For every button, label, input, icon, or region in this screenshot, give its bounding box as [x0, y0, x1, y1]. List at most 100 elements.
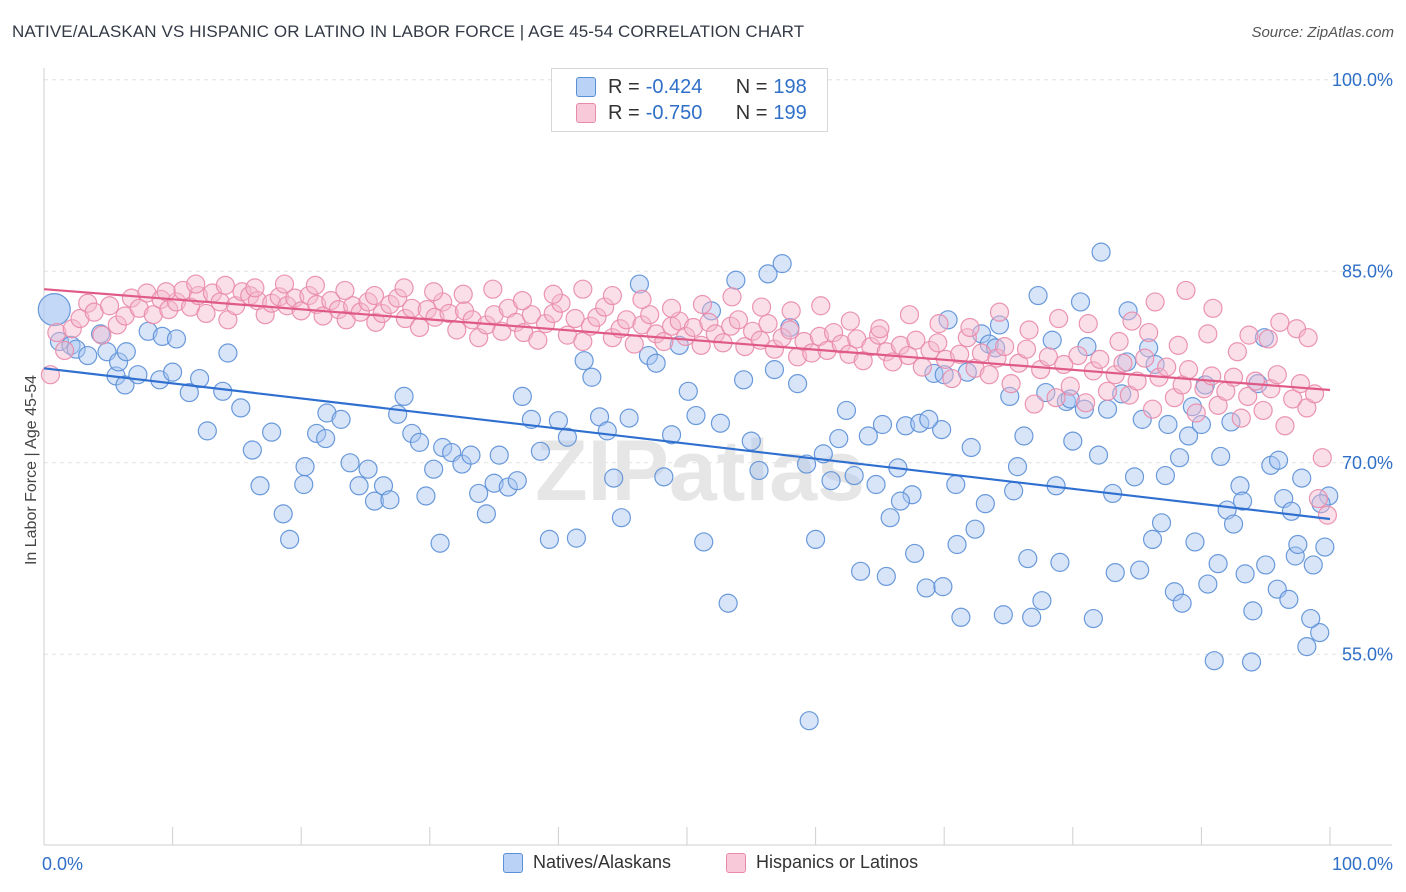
point-natives — [409, 432, 430, 452]
point-natives — [358, 459, 378, 479]
point-hispanics — [1135, 348, 1155, 368]
point-hispanics — [794, 331, 814, 352]
point-natives — [961, 437, 981, 458]
point-hispanics — [462, 310, 482, 330]
point-hispanics — [1109, 331, 1129, 352]
point-natives — [1083, 608, 1103, 629]
point-natives — [280, 529, 300, 550]
y-tick-label: 70.0% — [1342, 453, 1393, 473]
point-natives — [619, 408, 639, 428]
point-hispanics — [979, 365, 999, 385]
point-natives — [1169, 448, 1190, 468]
point-natives — [1235, 564, 1255, 584]
point-natives — [1105, 562, 1125, 583]
point-hispanics — [245, 278, 265, 298]
point-natives — [1191, 414, 1212, 435]
point-natives — [604, 468, 624, 488]
point-natives — [836, 400, 857, 421]
point-hispanics — [942, 368, 962, 389]
point-natives — [539, 529, 559, 550]
point-natives — [951, 607, 971, 627]
point-hispanics — [483, 279, 503, 299]
point-hispanics — [781, 301, 801, 321]
point-natives — [1279, 589, 1299, 610]
point-natives — [179, 382, 199, 403]
point-natives — [1288, 534, 1308, 555]
point-natives — [880, 508, 900, 528]
point-natives — [1311, 494, 1331, 514]
legend-item-label: Natives/Alaskans — [533, 852, 672, 872]
point-natives — [661, 425, 682, 445]
point-natives — [1091, 242, 1111, 262]
point-natives — [1230, 476, 1250, 496]
point-hispanics — [121, 288, 142, 308]
legend-swatch-pink — [576, 103, 596, 123]
point-hispanics — [573, 279, 593, 299]
point-hispanics — [1168, 335, 1188, 355]
point-natives — [78, 345, 98, 366]
point-hispanics — [1176, 280, 1196, 301]
point-natives — [1204, 651, 1224, 671]
point-natives — [1151, 513, 1172, 533]
point-hispanics — [839, 344, 859, 364]
point-hispanics — [640, 305, 660, 325]
point-natives — [461, 445, 481, 465]
legend-n-label: N = — [735, 101, 768, 124]
point-hispanics — [950, 344, 970, 364]
point-hispanics — [1090, 349, 1110, 369]
point-hispanics — [1068, 345, 1088, 366]
point-natives — [1164, 582, 1184, 602]
point-natives — [947, 534, 967, 555]
point-hispanics — [587, 307, 607, 327]
point-hispanics — [565, 308, 585, 329]
point-hispanics — [1312, 448, 1332, 468]
point-natives — [530, 441, 550, 461]
point-hispanics — [1122, 311, 1142, 331]
point-natives — [1074, 399, 1094, 419]
point-natives — [1022, 607, 1042, 627]
legend-r-label: R = — [608, 101, 640, 124]
point-hispanics — [1127, 371, 1147, 391]
point-hispanics — [683, 317, 704, 338]
point-hispanics — [1139, 322, 1159, 343]
point-hispanics — [1157, 357, 1177, 377]
point-natives — [726, 270, 746, 290]
point-natives — [424, 459, 444, 479]
axes — [43, 68, 1392, 846]
point-natives — [108, 352, 129, 372]
point-natives — [1158, 414, 1178, 435]
point-hispanics — [1198, 324, 1218, 344]
point-hispanics — [215, 275, 235, 295]
point-hispanics — [751, 297, 772, 317]
point-hispanics — [424, 282, 444, 302]
point-natives — [250, 476, 270, 496]
legend-swatch-blue — [576, 77, 596, 97]
point-hispanics — [453, 284, 473, 304]
point-natives — [1303, 555, 1323, 575]
point-natives — [932, 420, 952, 440]
point-natives — [1310, 623, 1330, 643]
point-natives — [1241, 652, 1262, 672]
point-hispanics — [274, 274, 295, 294]
series-legend: Natives/Alaskans Hispanics or Latinos — [0, 852, 1406, 878]
point-hispanics — [632, 315, 652, 335]
point-hispanics — [1253, 400, 1273, 421]
point-natives — [654, 467, 674, 487]
point-natives — [678, 381, 698, 401]
point-hispanics — [92, 325, 112, 345]
point-hispanics — [1283, 389, 1303, 409]
point-hispanics — [1308, 488, 1329, 509]
point-hispanics — [1046, 388, 1066, 408]
point-natives — [1172, 593, 1192, 613]
point-natives — [1007, 457, 1028, 477]
point-hispanics — [1258, 329, 1278, 349]
grid — [44, 79, 1392, 655]
point-natives — [1301, 608, 1321, 629]
point-natives — [924, 363, 944, 384]
point-natives — [1032, 591, 1052, 611]
point-hispanics — [492, 321, 512, 341]
point-hispanics — [1049, 308, 1069, 329]
point-natives — [1256, 555, 1276, 575]
point-natives — [262, 422, 282, 442]
